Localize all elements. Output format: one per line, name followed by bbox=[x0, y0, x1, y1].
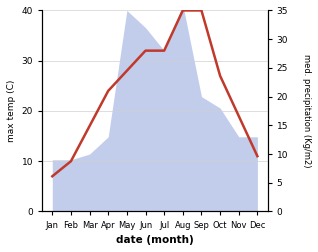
Y-axis label: med. precipitation (Kg/m2): med. precipitation (Kg/m2) bbox=[302, 54, 311, 168]
X-axis label: date (month): date (month) bbox=[116, 235, 194, 245]
Y-axis label: max temp (C): max temp (C) bbox=[7, 80, 16, 142]
